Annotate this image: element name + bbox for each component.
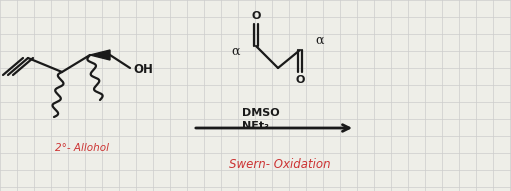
Polygon shape <box>90 50 110 60</box>
Text: DMSO: DMSO <box>242 108 280 118</box>
Text: NEt₃: NEt₃ <box>242 121 269 131</box>
Text: 2°- Allohol: 2°- Allohol <box>55 143 109 153</box>
Text: O: O <box>251 11 261 21</box>
Text: α: α <box>232 45 240 57</box>
Text: OH: OH <box>133 62 153 75</box>
Text: Swern- Oxidation: Swern- Oxidation <box>229 159 331 172</box>
Text: α: α <box>316 33 324 46</box>
Text: O: O <box>295 75 305 85</box>
